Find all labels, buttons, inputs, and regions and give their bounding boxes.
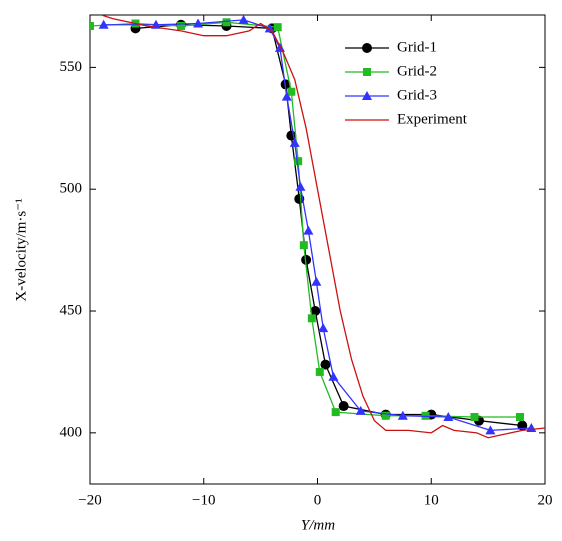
marker xyxy=(289,137,300,147)
marker xyxy=(338,401,349,412)
series-line xyxy=(90,21,520,418)
y-tick-label: 400 xyxy=(60,424,83,440)
legend-label: Grid-2 xyxy=(397,63,437,79)
y-tick-label: 550 xyxy=(60,59,83,75)
marker xyxy=(526,422,537,432)
marker xyxy=(331,408,340,417)
marker xyxy=(222,18,231,27)
y-tick-label: 500 xyxy=(60,181,83,197)
x-tick-label: −10 xyxy=(192,492,215,508)
legend-label: Grid-3 xyxy=(397,87,437,103)
marker xyxy=(307,314,316,323)
marker xyxy=(295,181,306,191)
plot-area xyxy=(90,15,545,439)
marker xyxy=(362,43,372,53)
series-line xyxy=(99,15,545,439)
marker xyxy=(318,323,329,333)
marker xyxy=(98,19,109,29)
marker xyxy=(238,15,249,24)
marker xyxy=(381,411,390,420)
y-axis-label: X-velocity/m·s⁻¹ xyxy=(13,198,29,301)
marker xyxy=(443,412,454,421)
legend-label: Experiment xyxy=(397,111,468,127)
x-tick-label: 0 xyxy=(314,492,322,508)
marker xyxy=(485,425,496,435)
series-line xyxy=(103,19,532,432)
marker xyxy=(301,254,312,265)
marker xyxy=(315,367,324,376)
marker xyxy=(362,91,372,100)
marker xyxy=(90,21,94,30)
x-tick-label: 10 xyxy=(424,492,439,508)
marker xyxy=(363,68,371,76)
marker xyxy=(355,405,366,415)
x-tick-label: 20 xyxy=(538,492,553,508)
marker xyxy=(299,241,308,250)
marker xyxy=(193,18,204,28)
marker xyxy=(287,87,296,96)
legend-label: Grid-1 xyxy=(397,39,437,55)
x-tick-label: −20 xyxy=(78,492,101,508)
marker xyxy=(273,23,282,32)
marker xyxy=(311,276,322,286)
marker xyxy=(310,306,321,317)
marker xyxy=(470,413,479,421)
x-axis-label: Y/mm xyxy=(301,517,335,533)
marker xyxy=(320,359,331,370)
marker xyxy=(397,410,408,420)
marker xyxy=(294,157,303,166)
y-tick-label: 450 xyxy=(60,302,83,318)
marker xyxy=(515,413,524,421)
marker xyxy=(328,371,339,381)
marker xyxy=(264,23,275,33)
marker xyxy=(177,21,185,30)
marker xyxy=(281,91,292,101)
marker xyxy=(303,225,314,235)
